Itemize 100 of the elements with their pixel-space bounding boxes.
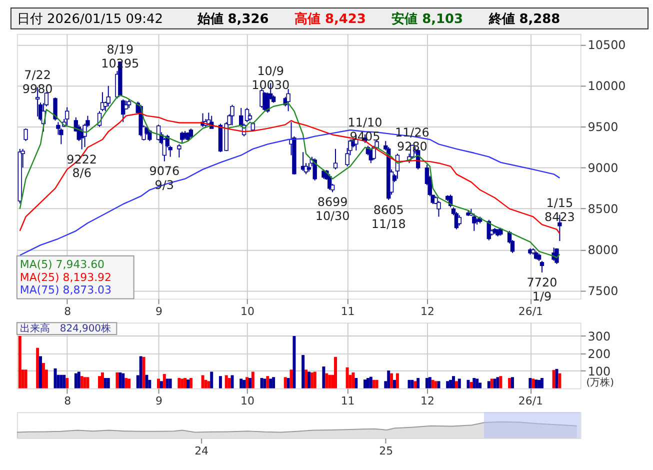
candlestick xyxy=(457,214,462,226)
y-tick-label: 7500 xyxy=(588,284,618,298)
bar xyxy=(425,378,428,388)
x-tick-label: 25 xyxy=(379,444,394,458)
bar xyxy=(375,380,378,388)
y-tick-label: 100 xyxy=(588,364,611,378)
x-tick-label: 10 xyxy=(240,394,254,408)
bar xyxy=(186,380,190,388)
bar xyxy=(240,378,243,388)
bar xyxy=(414,381,417,388)
y-axis-title: (万株) xyxy=(586,376,614,388)
bar xyxy=(124,378,128,388)
bar xyxy=(534,380,538,388)
bar xyxy=(210,372,214,388)
bar xyxy=(532,378,535,388)
bar xyxy=(62,374,66,388)
bar xyxy=(24,370,28,388)
bar xyxy=(162,374,166,388)
candlestick xyxy=(540,260,544,273)
bar xyxy=(218,376,222,388)
bar xyxy=(431,380,434,388)
bar xyxy=(352,372,355,388)
bar xyxy=(416,378,420,388)
x-tick-label: 26/1 xyxy=(518,305,543,318)
bar xyxy=(322,366,326,388)
bar xyxy=(184,378,187,388)
bar xyxy=(304,370,308,388)
bar xyxy=(157,378,160,388)
annotation: 8/19 10295 xyxy=(101,42,140,70)
bar xyxy=(86,377,90,388)
text: 日付 2026/01/15 09:42 xyxy=(16,12,163,27)
candlestick xyxy=(286,88,290,112)
bar xyxy=(104,378,107,388)
bar xyxy=(458,378,461,388)
bar xyxy=(496,377,500,388)
bar xyxy=(302,354,305,388)
y-tick-label: 200 xyxy=(588,346,611,361)
bar xyxy=(251,372,254,388)
bar xyxy=(307,372,310,388)
bar xyxy=(472,378,476,388)
bar xyxy=(207,381,210,388)
bar xyxy=(334,356,337,388)
bar xyxy=(142,356,146,388)
x-tick-label: 11 xyxy=(340,305,355,318)
bar xyxy=(292,336,296,388)
annotation: 1/15 8423 xyxy=(544,196,575,224)
annotation: 7720 1/9 xyxy=(526,275,558,304)
y-tick-label: 10500 xyxy=(588,38,626,52)
annotation: 8699 10/30 xyxy=(315,195,350,224)
bar xyxy=(372,380,376,388)
bar xyxy=(60,374,63,388)
text: MA(5) 7,943.60 xyxy=(20,258,105,271)
bar xyxy=(139,356,142,388)
bar xyxy=(369,376,372,388)
bar xyxy=(106,378,110,388)
bar xyxy=(66,378,69,388)
text: MA(75) 8,873.03 xyxy=(20,284,112,297)
bar xyxy=(77,372,80,388)
x-tick-label: 8 xyxy=(64,394,72,408)
candlestick xyxy=(177,144,182,158)
bar xyxy=(393,380,396,388)
y-tick-label: 10000 xyxy=(588,79,626,94)
x-tick-label: 12 xyxy=(420,305,434,318)
x-tick-label: 9 xyxy=(156,394,163,408)
bar xyxy=(434,381,438,388)
bar xyxy=(528,378,532,388)
bar xyxy=(476,378,479,388)
x-tick-label: 9 xyxy=(156,305,163,318)
y-tick-label: 300 xyxy=(588,329,611,344)
bar xyxy=(118,372,122,388)
bar xyxy=(246,377,248,388)
bar xyxy=(284,377,287,388)
bar xyxy=(454,381,458,388)
bar xyxy=(540,378,544,388)
bar xyxy=(42,363,45,388)
bar xyxy=(508,378,512,388)
bar xyxy=(346,367,349,388)
bar xyxy=(201,375,204,388)
bar xyxy=(224,375,228,388)
candlestick xyxy=(333,148,338,170)
text: 安値 8,103 xyxy=(392,10,464,27)
bar xyxy=(487,381,490,388)
bar xyxy=(555,368,558,388)
candlestick xyxy=(53,97,58,122)
bar xyxy=(354,378,358,388)
bar xyxy=(478,382,482,388)
bar xyxy=(470,382,473,388)
candlestick xyxy=(64,106,70,126)
bar xyxy=(122,373,125,388)
bar xyxy=(466,380,470,388)
bar xyxy=(39,356,42,388)
candlestick xyxy=(436,200,441,218)
bar xyxy=(128,378,131,388)
bar xyxy=(116,372,119,388)
candlestick xyxy=(230,104,234,126)
x-tick-label: 12 xyxy=(420,394,434,408)
text: 高値 8,423 xyxy=(294,10,366,27)
bar xyxy=(510,377,514,388)
bar xyxy=(310,372,314,388)
bar xyxy=(558,373,562,388)
